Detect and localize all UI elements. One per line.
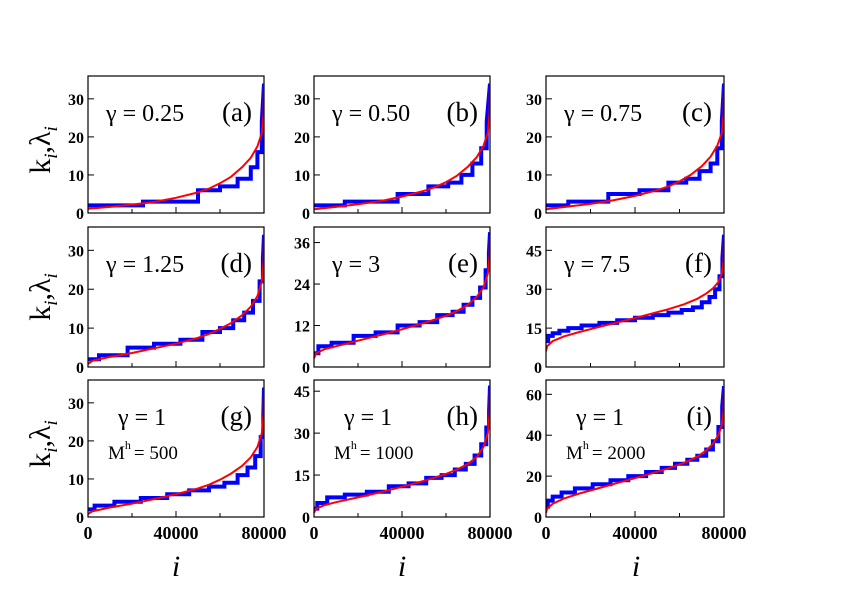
panel-g: 0 10 20 30 0 40000 80000 γ = 1 (g) Mh = 500: [68, 379, 287, 543]
y-tick-label-d-0: 0: [76, 360, 84, 377]
y-tick-label-e-1: 12: [294, 319, 310, 336]
gamma-annotation-e: γ = 3: [331, 252, 380, 278]
panel-e: 0 12 24 36 γ = 3 (e): [294, 226, 491, 377]
y-tick-label-g-0: 0: [76, 510, 84, 527]
x-axis-label-col-2: i: [398, 550, 406, 583]
y-tick-label-b-1: 10: [294, 168, 310, 185]
series-lambda-curve-f: [546, 234, 724, 352]
y-tick-label-h-3: 45: [294, 384, 310, 401]
y-tick-label-a-2: 20: [68, 130, 84, 147]
y-axis-label-row-1: ki,λi: [24, 126, 62, 174]
x-tick-label-g-2: 80000: [242, 523, 287, 543]
y-tick-label-d-2: 20: [68, 282, 84, 299]
y-tick-label-c-2: 20: [526, 130, 542, 147]
gamma-annotation-c: γ = 0.75: [563, 101, 642, 127]
y-tick-label-a-0: 0: [76, 206, 84, 223]
x-tick-label-i-2: 80000: [702, 523, 747, 543]
panel-i: 0 20 40 60 0 40000 80000 γ = 1 (i) Mh = 2000: [526, 379, 747, 543]
gamma-annotation-i: γ = 1: [575, 405, 624, 431]
gamma-annotation-f: γ = 7.5: [563, 252, 630, 278]
panel-f: 0 15 30 45 γ = 7.5 (f): [526, 226, 725, 377]
series-lambda-curve-a: [88, 83, 264, 210]
mh-annotation-h: Mh = 1000: [334, 438, 413, 464]
y-axis-label-row-2: ki,λi: [24, 273, 62, 321]
x-tick-label-i-0: 0: [542, 523, 551, 543]
y-tick-label-e-3: 36: [294, 236, 310, 253]
panel-label-h: (h): [447, 401, 478, 431]
panel-label-e: (e): [448, 248, 478, 278]
y-tick-label-h-1: 15: [294, 468, 310, 485]
x-axis-label-col-3: i: [632, 550, 640, 583]
y-tick-label-g-1: 10: [68, 472, 84, 489]
y-tick-label-f-3: 45: [526, 243, 542, 260]
panel-label-a: (a): [222, 97, 252, 127]
x-tick-label-h-2: 80000: [468, 523, 513, 543]
panel-a: 0 10 20 30 γ = 0.25 (a): [68, 75, 265, 223]
y-tick-label-b-2: 20: [294, 130, 310, 147]
x-axis-label-col-1: i: [172, 550, 180, 583]
y-tick-label-e-2: 24: [294, 277, 310, 294]
panels-group: 0 10 20 30 γ = 0.25 (a) 0 10 20 30 γ = 0.50 (b) 0 10 2…: [68, 75, 747, 543]
mh-annotation-g: Mh = 500: [108, 438, 178, 464]
gamma-annotation-h: γ = 1: [343, 405, 392, 431]
y-tick-label-i-2: 40: [526, 428, 542, 445]
y-tick-label-i-3: 60: [526, 387, 542, 404]
gamma-annotation-a: γ = 0.25: [105, 101, 184, 127]
y-tick-label-c-3: 30: [526, 92, 542, 109]
y-tick-label-f-1: 15: [526, 321, 542, 338]
series-lambda-curve-g: [88, 387, 264, 515]
x-tick-label-g-1: 40000: [154, 523, 199, 543]
panel-b: 0 10 20 30 γ = 0.50 (b): [294, 75, 491, 223]
y-tick-label-a-1: 10: [68, 168, 84, 185]
y-tick-label-h-0: 0: [302, 510, 310, 527]
panel-label-g: (g): [221, 401, 252, 431]
y-tick-label-e-0: 0: [302, 360, 310, 377]
series-lambda-curve-i: [546, 386, 724, 514]
panel-d: 0 10 20 30 γ = 1.25 (d): [68, 226, 265, 377]
mh-annotation-i: Mh = 2000: [566, 438, 645, 464]
y-tick-label-d-1: 10: [68, 321, 84, 338]
y-tick-label-g-3: 30: [68, 396, 84, 413]
y-tick-label-h-2: 30: [294, 426, 310, 443]
y-tick-label-i-0: 0: [534, 510, 542, 527]
series-lambda-curve-d: [88, 234, 264, 365]
y-tick-label-c-0: 0: [534, 206, 542, 223]
series-lambda-curve-c: [546, 83, 724, 211]
y-tick-label-i-1: 20: [526, 469, 542, 486]
panel-label-d: (d): [221, 248, 252, 278]
y-tick-label-g-2: 20: [68, 434, 84, 451]
panel-c: 0 10 20 30 γ = 0.75 (c): [526, 75, 725, 223]
y-axis-label-row-3: ki,λi: [24, 420, 62, 468]
panel-h: 0 15 30 45 0 40000 80000 γ = 1 (h) Mh = 1000: [294, 379, 513, 543]
panel-label-c: (c): [682, 97, 712, 127]
x-tick-label-g-0: 0: [84, 523, 93, 543]
panel-label-f: (f): [685, 248, 712, 278]
series-lambda-curve-e: [314, 235, 490, 359]
series-k-step-d: [88, 234, 264, 362]
gamma-annotation-d: γ = 1.25: [105, 252, 184, 278]
series-lambda-curve-b: [314, 83, 490, 211]
svg-text:ki,λi: ki,λi: [24, 420, 62, 468]
x-tick-label-i-1: 40000: [613, 523, 658, 543]
y-tick-label-d-3: 30: [68, 243, 84, 260]
series-k-step-g: [88, 387, 264, 512]
x-tick-label-h-0: 0: [310, 523, 319, 543]
y-tick-label-b-3: 30: [294, 92, 310, 109]
y-tick-label-f-2: 30: [526, 282, 542, 299]
series-k-step-a: [88, 83, 264, 208]
gamma-annotation-b: γ = 0.50: [331, 101, 410, 127]
x-tick-label-h-1: 40000: [380, 523, 425, 543]
svg-text:ki,λi: ki,λi: [24, 273, 62, 321]
svg-text:ki,λi: ki,λi: [24, 126, 62, 174]
gamma-annotation-g: γ = 1: [117, 405, 166, 431]
y-tick-label-f-0: 0: [534, 360, 542, 377]
series-k-step-f: [546, 234, 724, 344]
y-tick-label-a-3: 30: [68, 92, 84, 109]
series-lambda-curve-h: [314, 385, 490, 514]
panel-label-b: (b): [447, 97, 478, 127]
y-tick-label-c-1: 10: [526, 168, 542, 185]
panel-label-i: (i): [687, 401, 712, 431]
y-tick-label-b-0: 0: [302, 206, 310, 223]
